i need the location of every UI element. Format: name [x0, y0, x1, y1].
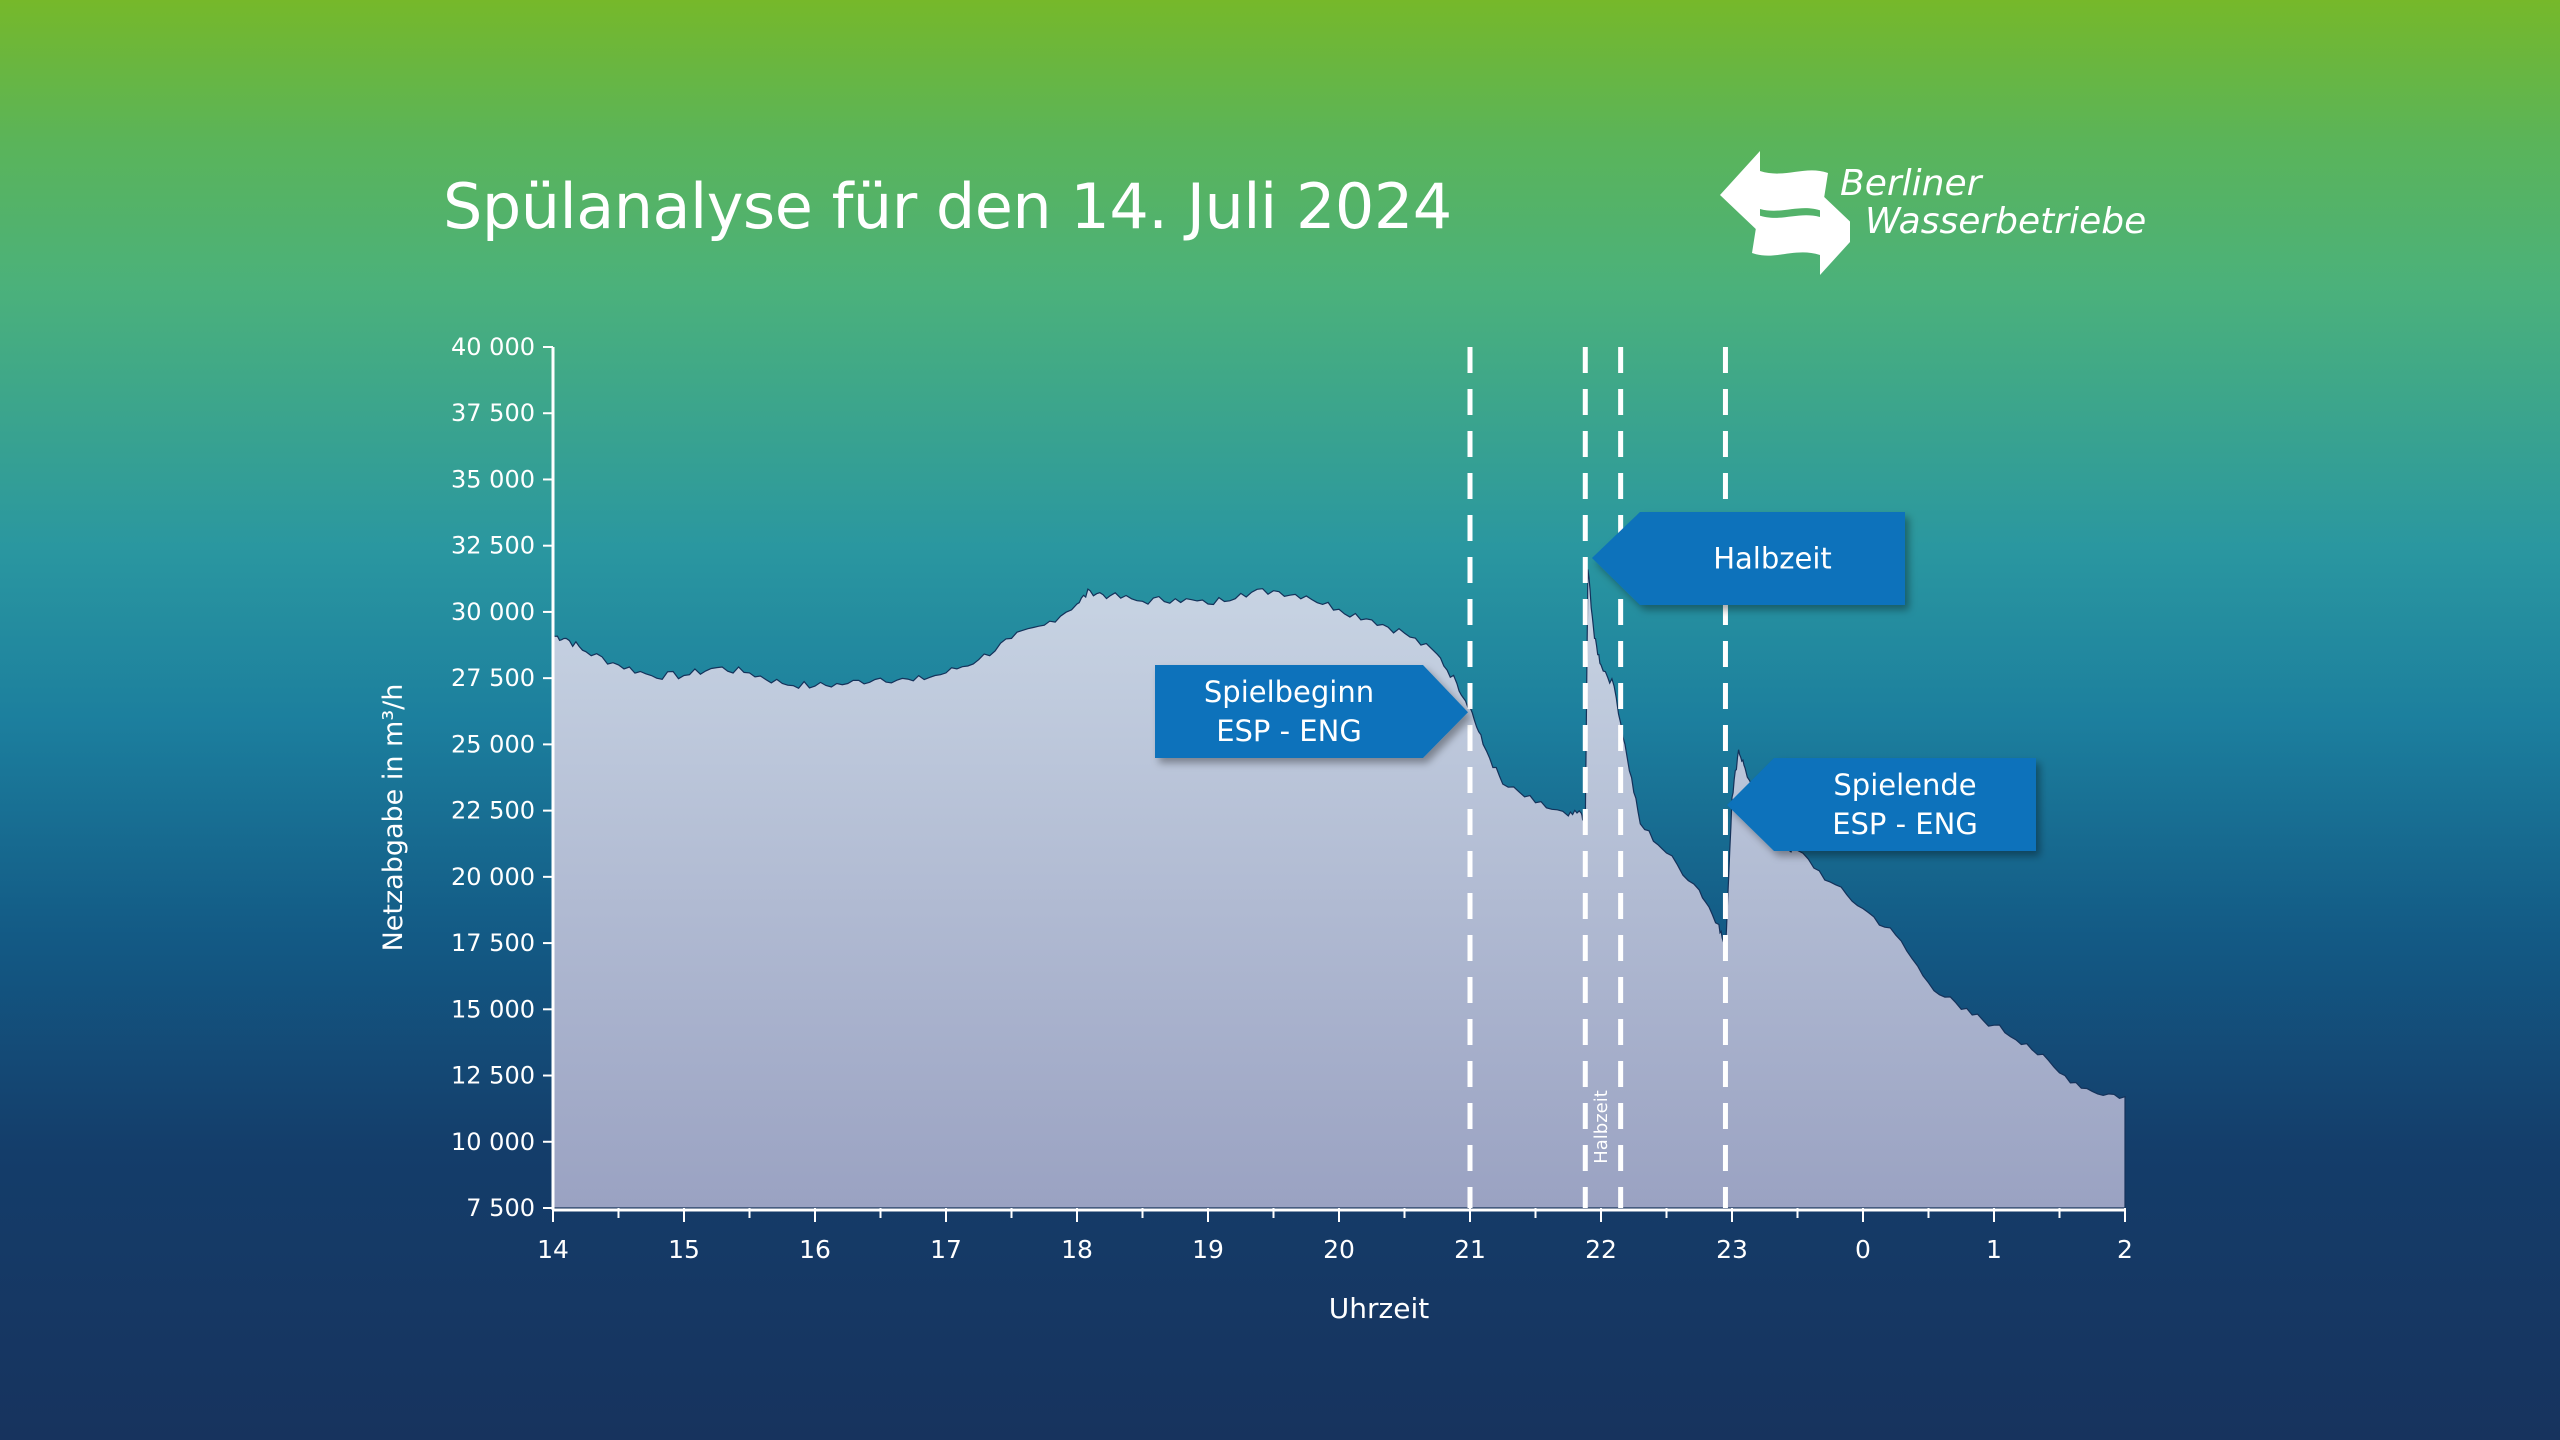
x-tick-label: 23	[1716, 1235, 1748, 1264]
brand-logo: Berliner Wasserbetriebe	[1710, 145, 2170, 285]
x-tick-label: 20	[1323, 1235, 1355, 1264]
callout-halbzeit-text: Halbzeit	[1713, 542, 1832, 576]
y-tick-label: 7 500	[466, 1194, 535, 1222]
y-tick-label: 15 000	[451, 995, 535, 1023]
callout-spielende-shape	[1727, 758, 2036, 851]
x-tick-label: 21	[1454, 1235, 1486, 1264]
callout-spielende-text: Spielende	[1833, 768, 1976, 802]
y-tick-label: 20 000	[451, 863, 535, 891]
callout-spielbeginn-text: Spielbeginn	[1204, 675, 1374, 709]
arrows-logo-icon	[1720, 151, 1860, 275]
y-tick-label: 12 500	[451, 1062, 535, 1090]
callout-halbzeit-shape	[1592, 512, 1905, 605]
callout-spielbeginn: Spielbeginn ESP - ENG	[1155, 665, 1468, 758]
callout-spielbeginn-text: ESP - ENG	[1216, 714, 1362, 748]
x-tick-label: 14	[537, 1235, 569, 1264]
x-tick-label: 15	[668, 1235, 700, 1264]
y-tick-label: 32 500	[451, 532, 535, 560]
x-axis-label: Uhrzeit	[1329, 1292, 1429, 1325]
chart-title: Spülanalyse für den 14. Juli 2024	[443, 170, 1452, 243]
x-tick-label: 17	[930, 1235, 962, 1264]
y-tick-label: 35 000	[451, 465, 535, 493]
x-tick-label: 2	[2117, 1235, 2133, 1264]
x-tick-label: 22	[1585, 1235, 1617, 1264]
y-tick-label: 10 000	[451, 1128, 535, 1156]
y-tick-label: 27 500	[451, 664, 535, 692]
y-tick-label: 37 500	[451, 399, 535, 427]
callout-halbzeit: Halbzeit	[1592, 512, 1905, 605]
y-axis-label: Netzabgabe in m³/h	[378, 684, 409, 952]
y-tick-label: 22 500	[451, 797, 535, 825]
y-tick-label: 40 000	[451, 333, 535, 361]
callout-spielbeginn-shape	[1155, 665, 1468, 758]
y-tick-label: 25 000	[451, 730, 535, 758]
x-tick-label: 0	[1855, 1235, 1871, 1264]
callout-spielende: Spielende ESP - ENG	[1727, 758, 2036, 851]
logo-line2: Wasserbetriebe	[1865, 201, 2147, 242]
callout-spielende-text: ESP - ENG	[1832, 807, 1978, 841]
halftime-vertical-label: Halbzeit	[1591, 1090, 1612, 1164]
x-tick-label: 16	[799, 1235, 831, 1264]
x-tick-label: 1	[1986, 1235, 2002, 1264]
y-tick-label: 17 500	[451, 929, 535, 957]
y-tick-label: 30 000	[451, 598, 535, 626]
logo-line1: Berliner	[1840, 163, 1982, 204]
x-tick-label: 19	[1192, 1235, 1224, 1264]
x-tick-label: 18	[1061, 1235, 1093, 1264]
